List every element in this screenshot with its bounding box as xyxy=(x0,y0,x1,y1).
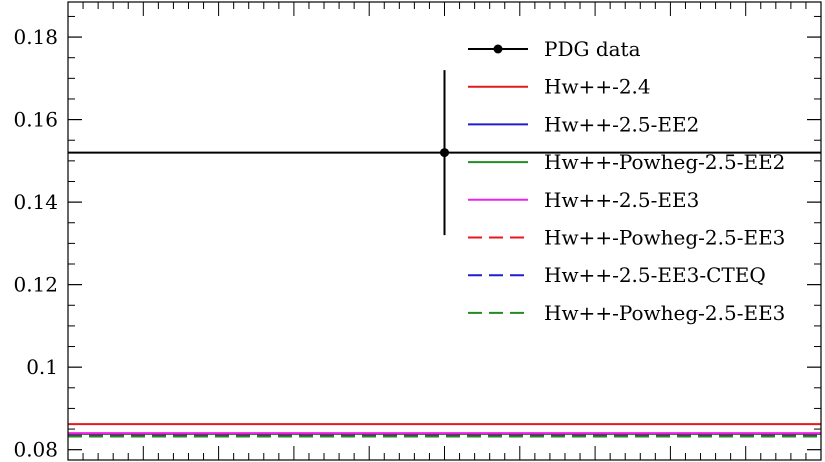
legend-marker xyxy=(493,44,503,54)
legend-label-1: Hw++-2.4 xyxy=(544,75,651,99)
y-tick-label: 0.16 xyxy=(13,108,58,132)
datapoint-layer xyxy=(68,70,821,236)
legend-label-4: Hw++-2.5-EE3 xyxy=(544,188,699,212)
legend-label-7: Hw++-Powheg-2.5-EE3 xyxy=(544,301,785,325)
legend: PDG data Hw++-2.4 Hw++-2.5-EE2 Hw++-Powheg-… xyxy=(468,37,785,325)
y-tick-label: 0.1 xyxy=(26,355,58,379)
y-tick-label: 0.18 xyxy=(13,25,58,49)
datapoint-marker xyxy=(440,148,449,158)
series-layer xyxy=(68,423,821,438)
legend-label-5: Hw++-Powheg-2.5-EE3 xyxy=(544,226,785,250)
legend-label-0: PDG data xyxy=(544,37,641,61)
y-tick-label: 0.08 xyxy=(13,438,58,462)
legend-label-2: Hw++-2.5-EE2 xyxy=(544,112,699,136)
ticks-layer: 0.08 0.1 0.12 0.14 0.16 0.18 xyxy=(13,2,822,462)
legend-label-3: Hw++-Powheg-2.5-EE2 xyxy=(544,150,785,174)
y-tick-label: 0.12 xyxy=(13,273,58,297)
legend-label-6: Hw++-2.5-EE3-CTEQ xyxy=(544,263,766,287)
y-tick-label: 0.14 xyxy=(13,190,58,214)
